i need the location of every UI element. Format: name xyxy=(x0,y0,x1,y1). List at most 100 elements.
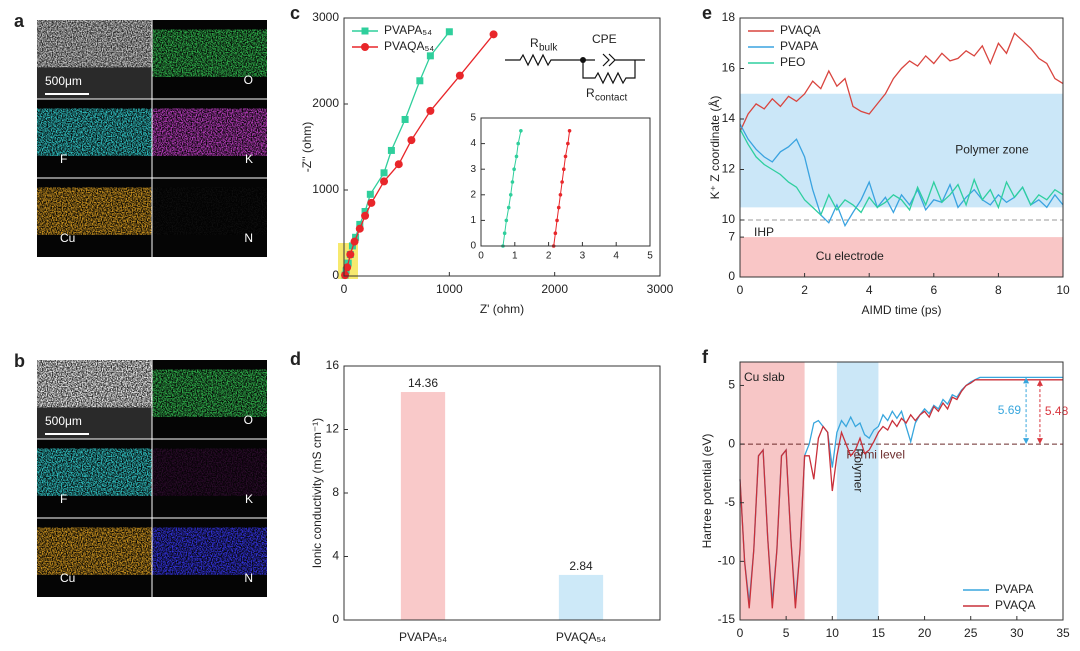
marker xyxy=(356,220,364,228)
element-label: Cu xyxy=(60,231,75,245)
legend-label: PVAQA xyxy=(780,23,820,37)
marker xyxy=(350,237,359,246)
region-label: Polymer xyxy=(851,448,865,492)
element-label: K xyxy=(245,152,253,166)
y-tick-label: 0 xyxy=(470,241,476,252)
marker xyxy=(343,263,352,272)
marker xyxy=(416,77,424,85)
y-tick-label: 0 xyxy=(332,612,339,626)
x-tick-label: PVAPA₅₄ xyxy=(399,630,447,644)
y-tick-label: 0 xyxy=(728,436,735,450)
eds-signal xyxy=(152,187,267,235)
plot-frame xyxy=(480,117,651,247)
y-tick-label: 2 xyxy=(470,189,476,200)
series-line xyxy=(502,130,522,247)
y-tick-label: 0 xyxy=(728,269,735,283)
legend-label: PVAPA₅₄ xyxy=(384,23,432,37)
marker xyxy=(341,271,350,280)
element-label: N xyxy=(244,231,253,245)
legend-marker xyxy=(361,43,369,51)
panel-label: b xyxy=(14,351,25,371)
sem-image xyxy=(37,20,152,68)
x-tick-label: 8 xyxy=(995,283,1002,297)
y-tick-label: 18 xyxy=(722,10,736,24)
y-tick-label: -5 xyxy=(724,495,735,509)
y-tick-label: 1 xyxy=(470,215,476,226)
x-tick-label: 0 xyxy=(737,626,744,640)
inset-background xyxy=(481,118,650,246)
plot-frame xyxy=(343,365,661,621)
marker xyxy=(426,52,434,60)
marker xyxy=(355,224,364,233)
marker xyxy=(504,218,509,223)
marker xyxy=(394,160,403,169)
bar xyxy=(558,574,604,620)
marker xyxy=(407,136,416,145)
y-axis-label: Hartree potential (eV) xyxy=(700,434,714,549)
y-tick-label: -10 xyxy=(718,554,736,568)
x-tick-label: 0 xyxy=(737,283,744,297)
legend-label: PEO xyxy=(780,55,805,69)
marker xyxy=(380,177,389,186)
x-tick-label: 4 xyxy=(866,283,873,297)
marker xyxy=(361,211,370,220)
marker xyxy=(516,141,520,146)
x-tick-label: 5 xyxy=(783,626,790,640)
eds-signal xyxy=(152,369,267,417)
marker xyxy=(489,30,498,39)
eds-signal xyxy=(152,29,267,77)
y-tick-label: 4 xyxy=(470,138,476,149)
marker xyxy=(510,180,515,184)
x-tick-label: 35 xyxy=(1056,626,1070,640)
y-tick-label: 7 xyxy=(728,229,735,243)
legend-label: PVAQA₅₄ xyxy=(384,39,434,53)
reference-label: IHP xyxy=(754,225,774,239)
plot-frame xyxy=(739,17,1064,278)
panel-label: e xyxy=(702,3,712,23)
reference-label: Fermi level xyxy=(846,447,905,461)
region-band xyxy=(836,362,879,620)
x-tick-label: 30 xyxy=(1010,626,1024,640)
x-tick-label: 2 xyxy=(801,283,808,297)
x-tick-label: 20 xyxy=(918,626,932,640)
marker xyxy=(512,167,516,171)
circuit-label: R xyxy=(530,36,539,50)
series-line xyxy=(739,128,1064,217)
eds-signal xyxy=(37,527,152,575)
marker xyxy=(514,154,519,159)
marker xyxy=(366,190,374,198)
y-tick-label: 2000 xyxy=(312,96,339,110)
series-line xyxy=(344,31,450,276)
eds-signal xyxy=(37,448,152,496)
y-tick-label: 5 xyxy=(728,378,735,392)
marker xyxy=(553,231,558,235)
circuit-label: R xyxy=(586,86,595,100)
marker xyxy=(367,198,376,207)
arrow-head xyxy=(1023,377,1030,384)
y-tick-label: 3000 xyxy=(312,10,339,24)
marker xyxy=(346,250,355,259)
x-tick-label: PVAQA₅₄ xyxy=(556,630,606,644)
legend-label: PVAQA xyxy=(995,598,1035,612)
marker xyxy=(563,154,568,159)
series-line xyxy=(344,33,495,276)
x-tick-label: 10 xyxy=(826,626,840,640)
x-tick-label: 6 xyxy=(930,283,937,297)
marker xyxy=(555,218,559,223)
y-axis-label: -Z'' (ohm) xyxy=(300,122,314,173)
y-tick-label: 0 xyxy=(332,268,339,282)
y-tick-label: 14 xyxy=(722,111,736,125)
panel-label: c xyxy=(290,3,300,23)
marker xyxy=(426,106,435,115)
x-tick-label: 2 xyxy=(546,251,552,262)
arrow-head xyxy=(1036,438,1043,445)
scale-bar-label: 500μm xyxy=(45,74,82,88)
plot-frame xyxy=(343,17,661,277)
legend-label: PVAPA xyxy=(995,582,1033,596)
arrow-head xyxy=(1023,438,1030,445)
arrow-head xyxy=(1036,379,1043,386)
marker xyxy=(401,115,409,123)
marker xyxy=(387,146,395,154)
region-band xyxy=(740,237,1063,277)
